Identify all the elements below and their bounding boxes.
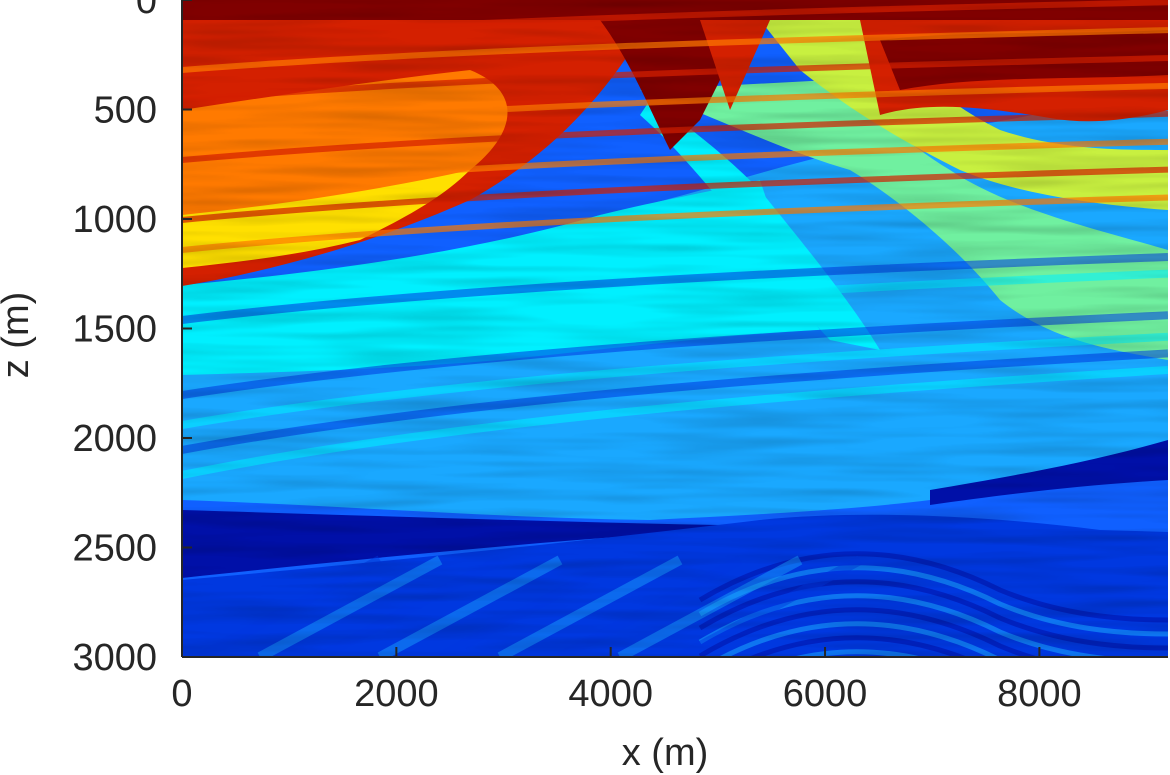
x-tick-label: 0 <box>171 673 192 715</box>
x-tick-label: 8000 <box>997 673 1082 715</box>
strata-texture <box>182 0 1168 657</box>
x-tick-label: 2000 <box>354 673 439 715</box>
y-tick-label: 500 <box>94 90 157 132</box>
velocity-heatmap <box>182 0 1168 657</box>
strata-band <box>791 649 923 657</box>
x-axis-label: x (m) <box>622 732 709 774</box>
y-tick-label: 1000 <box>72 199 157 241</box>
x-tick-label: 4000 <box>568 673 653 715</box>
y-tick-label: 2000 <box>72 418 157 460</box>
y-axis-ticks: 0 500 1000 1500 2000 2500 3000 <box>72 0 192 679</box>
y-axis-label: z (m) <box>0 292 37 379</box>
y-tick-label: 3000 <box>72 637 157 679</box>
x-axis-ticks: 0 2000 4000 6000 8000 <box>171 647 1082 715</box>
y-tick-label: 2500 <box>72 528 157 570</box>
x-tick-label: 6000 <box>783 673 868 715</box>
y-tick-label: 1500 <box>72 309 157 351</box>
y-tick-label: 0 <box>136 0 157 22</box>
